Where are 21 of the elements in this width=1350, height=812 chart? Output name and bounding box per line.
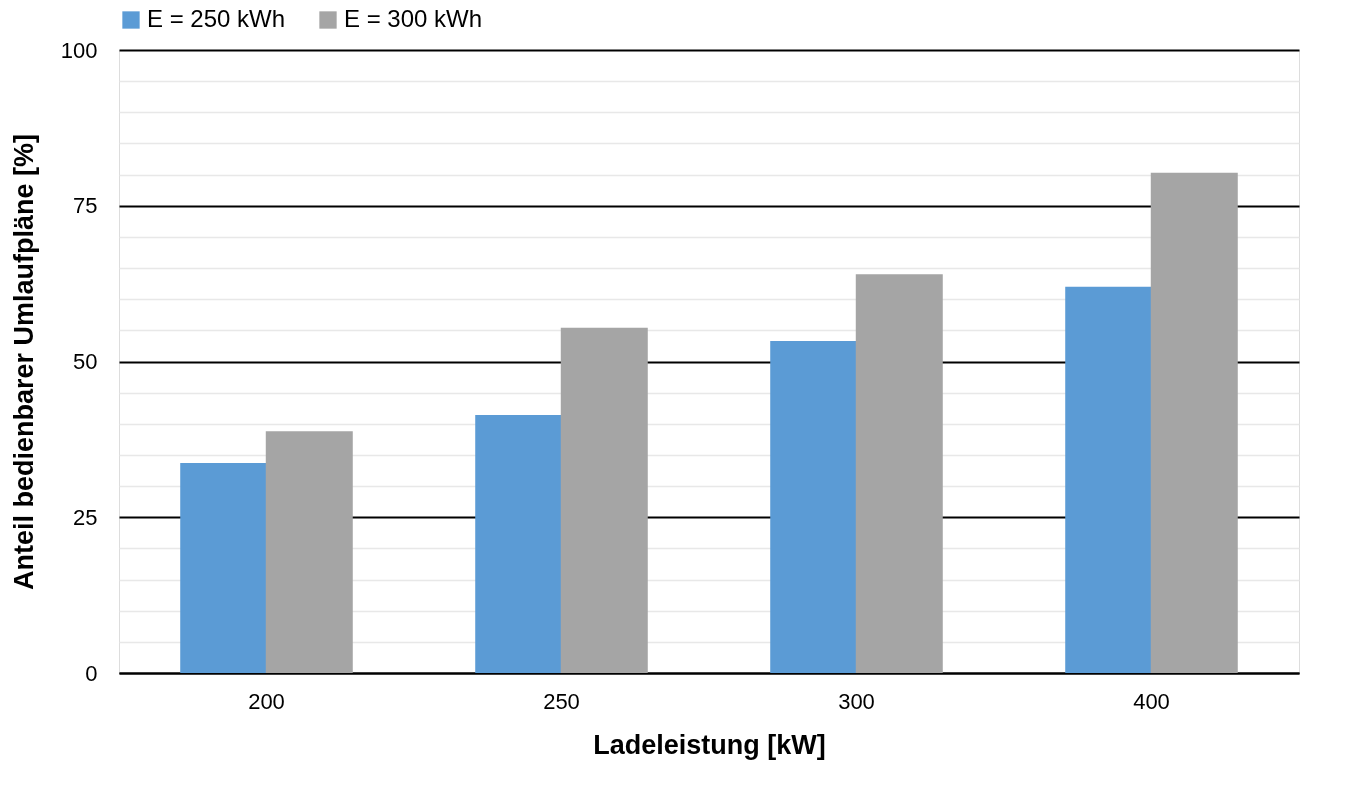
y-axis-title: Anteil bedienbarer Umlaufpläne [%] — [8, 133, 39, 591]
y-tick-label: 25 — [73, 504, 98, 530]
legend-label: E = 250 kWh — [147, 5, 286, 32]
bar — [855, 274, 943, 673]
y-tick-label: 0 — [85, 660, 98, 686]
x-tick-label: 300 — [838, 688, 875, 714]
x-tick-label: 250 — [543, 688, 580, 714]
x-tick-label: 400 — [1133, 688, 1170, 714]
bar — [180, 463, 268, 673]
y-tick-label: 100 — [60, 37, 98, 63]
y-tick-label: 50 — [73, 349, 98, 374]
bar — [1150, 172, 1238, 673]
legend-label: E = 300 kWh — [344, 5, 483, 32]
bar — [1065, 286, 1153, 673]
bar — [265, 431, 353, 673]
bar — [475, 415, 563, 673]
x-axis-title: Ladeleistung [kW] — [593, 729, 826, 760]
bar — [770, 340, 858, 673]
x-tick-label: 200 — [248, 688, 285, 714]
bar — [560, 327, 648, 673]
y-tick-label: 75 — [73, 193, 98, 219]
